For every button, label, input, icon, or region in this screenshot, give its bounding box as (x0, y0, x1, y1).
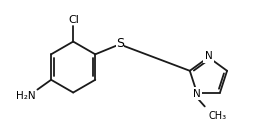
Text: Cl: Cl (69, 15, 80, 25)
Text: N: N (193, 89, 201, 99)
Text: N: N (205, 51, 212, 61)
Text: CH₃: CH₃ (209, 111, 227, 121)
Text: H₂N: H₂N (16, 91, 36, 101)
Text: S: S (116, 37, 124, 50)
